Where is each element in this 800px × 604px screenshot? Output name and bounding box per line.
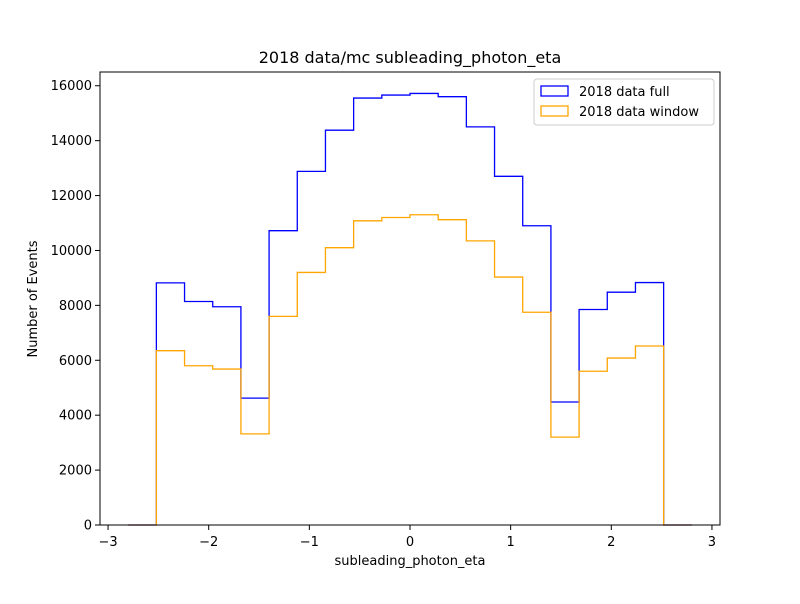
legend-box <box>533 78 715 126</box>
x-tick-label: −3 <box>98 535 117 550</box>
legend-swatch <box>540 85 569 97</box>
x-tick-label: 1 <box>507 535 515 550</box>
y-tick-label: 2000 <box>59 464 92 479</box>
y-tick-label: 6000 <box>59 354 92 369</box>
y-tick-label: 16000 <box>51 79 92 94</box>
legend-label: 2018 data full <box>579 85 670 100</box>
legend-swatch <box>540 105 569 117</box>
y-axis-label: Number of Events <box>26 240 41 357</box>
x-tick-label: 0 <box>406 535 414 550</box>
x-axis: −3 −2 −1 0 1 2 3 <box>98 525 716 550</box>
x-tick-label: 3 <box>708 535 716 550</box>
x-tick-label: −1 <box>300 535 319 550</box>
legend-label: 2018 data window <box>579 105 699 120</box>
x-axis-label: subleading_photon_eta <box>335 554 486 569</box>
y-tick-label: 8000 <box>59 299 92 314</box>
series-line-full <box>128 92 692 526</box>
y-tick-label: 12000 <box>51 189 92 204</box>
chart-title: 2018 data/mc subleading_photon_eta <box>259 48 562 68</box>
y-tick-label: 10000 <box>51 244 92 259</box>
x-tick-label: 2 <box>607 535 615 550</box>
legend: 2018 data full 2018 data window <box>533 78 715 126</box>
y-tick-label: 0 <box>84 519 92 534</box>
y-tick-label: 4000 <box>59 409 92 424</box>
y-tick-label: 14000 <box>51 134 92 149</box>
y-axis: 0 2000 4000 6000 8000 10000 12000 14000 16000 <box>51 79 100 534</box>
series-line-window <box>128 214 692 526</box>
x-tick-label: −2 <box>199 535 218 550</box>
